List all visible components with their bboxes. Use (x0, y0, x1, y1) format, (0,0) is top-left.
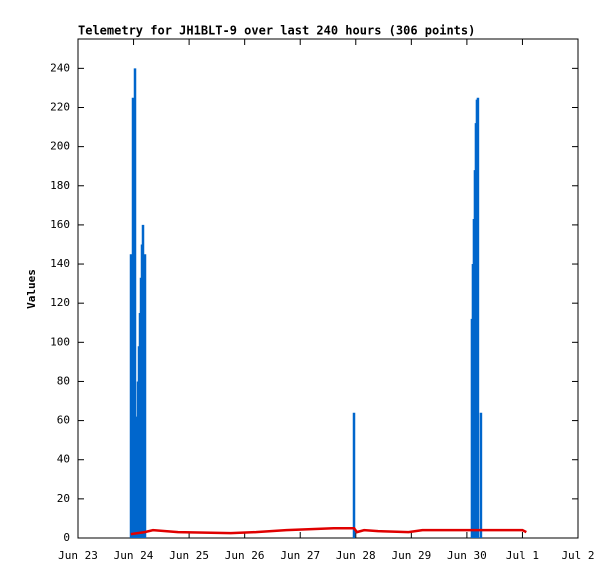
y-tick-label: 0 (63, 531, 70, 544)
x-tick-label: Jun 28 (336, 549, 376, 562)
x-tick-label: Jun 25 (169, 549, 209, 562)
x-tick-label: Jul 1 (506, 549, 539, 562)
x-tick-label: Jun 27 (280, 549, 320, 562)
series-line (130, 526, 527, 536)
y-tick-label: 140 (50, 257, 70, 270)
y-tick-label: 220 (50, 100, 70, 113)
y-tick-label: 20 (57, 492, 70, 505)
x-tick-label: Jun 23 (58, 549, 98, 562)
y-tick-label: 60 (57, 414, 70, 427)
x-tick-label: Jun 24 (114, 549, 154, 562)
y-tick-label: 100 (50, 335, 70, 348)
y-tick-label: 180 (50, 179, 70, 192)
x-tick-label: Jul 2 (561, 549, 594, 562)
y-tick-label: 120 (50, 296, 70, 309)
y-tick-label: 200 (50, 140, 70, 153)
x-tick-label: Jun 29 (391, 549, 431, 562)
x-tick-label: Jun 26 (225, 549, 265, 562)
y-tick-label: 40 (57, 453, 70, 466)
y-tick-label: 240 (50, 61, 70, 74)
y-tick-label: 80 (57, 374, 70, 387)
x-tick-label: Jun 30 (447, 549, 487, 562)
plot-frame (77, 38, 579, 539)
chart-title: Telemetry for JH1BLT-9 over last 240 hou… (78, 24, 475, 38)
y-tick-label: 160 (50, 218, 70, 231)
y-axis-label: Values (25, 269, 38, 309)
